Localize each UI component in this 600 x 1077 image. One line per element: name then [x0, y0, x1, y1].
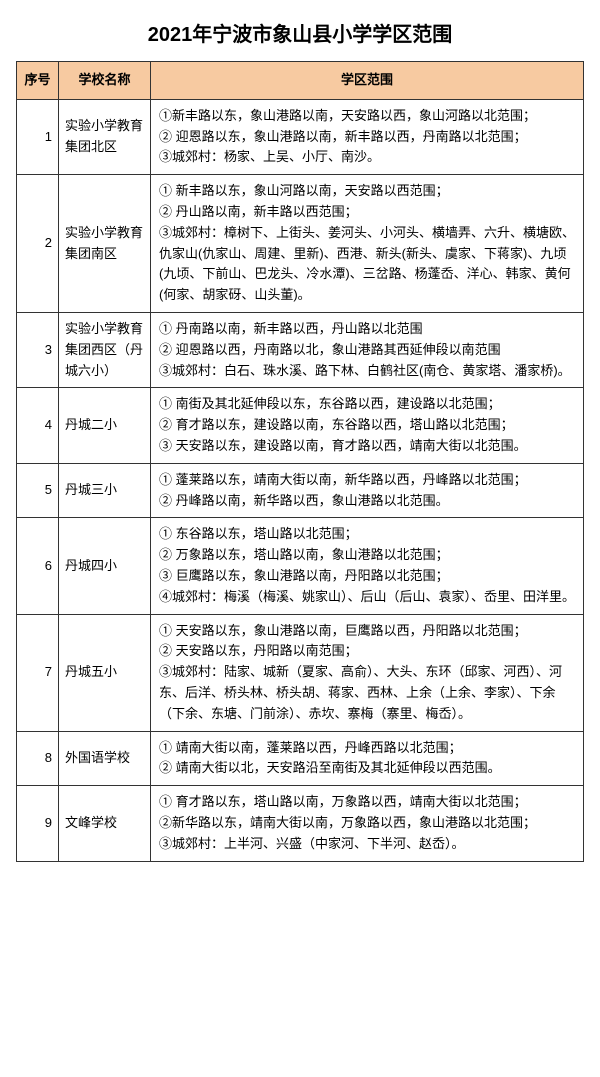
area-line: ① 育才路以东，塔山路以南，万象路以西，靖南大街以北范围； — [159, 792, 575, 813]
table-row: 4丹城二小① 南街及其北延伸段以东，东谷路以西，建设路以北范围；② 育才路以东，… — [17, 388, 584, 463]
area-line: ① 新丰路以东，象山河路以南，天安路以西范围； — [159, 181, 575, 202]
table-row: 2实验小学教育集团南区① 新丰路以东，象山河路以南，天安路以西范围；② 丹山路以… — [17, 175, 584, 313]
area-line: ② 丹峰路以南，新华路以西，象山港路以北范围。 — [159, 491, 575, 512]
area-line: ③城郊村：陆家、城新（夏家、高俞）、大头、东环（邱家、河西）、河东、后洋、桥头林… — [159, 662, 575, 724]
area-line: ② 天安路以东，丹阳路以南范围； — [159, 641, 575, 662]
area-line: ③ 巨鹰路以东，象山港路以南，丹阳路以北范围； — [159, 566, 575, 587]
school-name: 丹城三小 — [59, 463, 151, 518]
area-line: ② 迎恩路以西，丹南路以北，象山港路其西延伸段以南范围 — [159, 340, 575, 361]
col-header-name: 学校名称 — [59, 62, 151, 100]
table-header-row: 序号 学校名称 学区范围 — [17, 62, 584, 100]
school-name: 丹城五小 — [59, 614, 151, 731]
school-name: 实验小学教育集团南区 — [59, 175, 151, 313]
school-zone-area: ① 东谷路以东，塔山路以北范围；② 万象路以东，塔山路以南，象山港路以北范围；③… — [151, 518, 584, 614]
row-index: 3 — [17, 312, 59, 387]
row-index: 8 — [17, 731, 59, 786]
area-line: ②新华路以东，靖南大街以南，万象路以西，象山港路以北范围； — [159, 813, 575, 834]
school-zone-area: ① 南街及其北延伸段以东，东谷路以西，建设路以北范围；② 育才路以东，建设路以南… — [151, 388, 584, 463]
school-name: 外国语学校 — [59, 731, 151, 786]
area-line: ① 东谷路以东，塔山路以北范围； — [159, 524, 575, 545]
row-index: 7 — [17, 614, 59, 731]
area-line: ③城郊村：白石、珠水溪、路下林、白鹤社区(南仓、黄家塔、潘家桥)。 — [159, 361, 575, 382]
school-name: 丹城四小 — [59, 518, 151, 614]
table-row: 6丹城四小① 东谷路以东，塔山路以北范围；② 万象路以东，塔山路以南，象山港路以… — [17, 518, 584, 614]
area-line: ② 丹山路以南，新丰路以西范围； — [159, 202, 575, 223]
area-line: ② 育才路以东，建设路以南，东谷路以西，塔山路以北范围； — [159, 415, 575, 436]
school-name: 实验小学教育集团北区 — [59, 99, 151, 174]
school-name: 实验小学教育集团西区（丹城六小） — [59, 312, 151, 387]
school-zone-table: 序号 学校名称 学区范围 1实验小学教育集团北区①新丰路以东，象山港路以南，天安… — [16, 61, 584, 862]
row-index: 9 — [17, 786, 59, 861]
row-index: 4 — [17, 388, 59, 463]
row-index: 6 — [17, 518, 59, 614]
table-row: 5丹城三小① 蓬莱路以东，靖南大街以南，新华路以西，丹峰路以北范围；② 丹峰路以… — [17, 463, 584, 518]
area-line: ② 万象路以东，塔山路以南，象山港路以北范围； — [159, 545, 575, 566]
area-line: ① 丹南路以南，新丰路以西，丹山路以北范围 — [159, 319, 575, 340]
school-zone-area: ① 育才路以东，塔山路以南，万象路以西，靖南大街以北范围；②新华路以东，靖南大街… — [151, 786, 584, 861]
school-zone-area: ① 蓬莱路以东，靖南大街以南，新华路以西，丹峰路以北范围；② 丹峰路以南，新华路… — [151, 463, 584, 518]
col-header-index: 序号 — [17, 62, 59, 100]
school-name: 丹城二小 — [59, 388, 151, 463]
area-line: ② 迎恩路以东，象山港路以南，新丰路以西，丹南路以北范围； — [159, 127, 575, 148]
page-title: 2021年宁波市象山县小学学区范围 — [16, 18, 584, 47]
table-row: 7丹城五小① 天安路以东，象山港路以南，巨鹰路以西，丹阳路以北范围；② 天安路以… — [17, 614, 584, 731]
table-row: 8外国语学校① 靖南大街以南，蓬莱路以西，丹峰西路以北范围；② 靖南大街以北，天… — [17, 731, 584, 786]
row-index: 5 — [17, 463, 59, 518]
area-line: ③城郊村：樟树下、上街头、姜河头、小河头、横墙弄、六升、横塘欧、仇家山(仇家山、… — [159, 223, 575, 306]
table-row: 9文峰学校① 育才路以东，塔山路以南，万象路以西，靖南大街以北范围；②新华路以东… — [17, 786, 584, 861]
area-line: ①新丰路以东，象山港路以南，天安路以西，象山河路以北范围； — [159, 106, 575, 127]
area-line: ③ 天安路以东，建设路以南，育才路以西，靖南大街以北范围。 — [159, 436, 575, 457]
area-line: ④城郊村：梅溪（梅溪、姚家山）、后山（后山、袁家）、岙里、田洋里。 — [159, 587, 575, 608]
area-line: ③城郊村：杨家、上吴、小厅、南沙。 — [159, 147, 575, 168]
area-line: ① 南街及其北延伸段以东，东谷路以西，建设路以北范围； — [159, 394, 575, 415]
school-zone-area: ①新丰路以东，象山港路以南，天安路以西，象山河路以北范围；② 迎恩路以东，象山港… — [151, 99, 584, 174]
school-zone-area: ① 新丰路以东，象山河路以南，天安路以西范围；② 丹山路以南，新丰路以西范围；③… — [151, 175, 584, 313]
table-row: 1实验小学教育集团北区①新丰路以东，象山港路以南，天安路以西，象山河路以北范围；… — [17, 99, 584, 174]
row-index: 2 — [17, 175, 59, 313]
school-zone-area: ① 丹南路以南，新丰路以西，丹山路以北范围② 迎恩路以西，丹南路以北，象山港路其… — [151, 312, 584, 387]
school-name: 文峰学校 — [59, 786, 151, 861]
col-header-area: 学区范围 — [151, 62, 584, 100]
table-row: 3实验小学教育集团西区（丹城六小）① 丹南路以南，新丰路以西，丹山路以北范围② … — [17, 312, 584, 387]
area-line: ① 靖南大街以南，蓬莱路以西，丹峰西路以北范围； — [159, 738, 575, 759]
school-zone-area: ① 天安路以东，象山港路以南，巨鹰路以西，丹阳路以北范围；② 天安路以东，丹阳路… — [151, 614, 584, 731]
area-line: ① 蓬莱路以东，靖南大街以南，新华路以西，丹峰路以北范围； — [159, 470, 575, 491]
area-line: ② 靖南大街以北，天安路沿至南街及其北延伸段以西范围。 — [159, 758, 575, 779]
row-index: 1 — [17, 99, 59, 174]
school-zone-area: ① 靖南大街以南，蓬莱路以西，丹峰西路以北范围；② 靖南大街以北，天安路沿至南街… — [151, 731, 584, 786]
area-line: ③城郊村：上半河、兴盛（中家河、下半河、赵岙）。 — [159, 834, 575, 855]
area-line: ① 天安路以东，象山港路以南，巨鹰路以西，丹阳路以北范围； — [159, 621, 575, 642]
